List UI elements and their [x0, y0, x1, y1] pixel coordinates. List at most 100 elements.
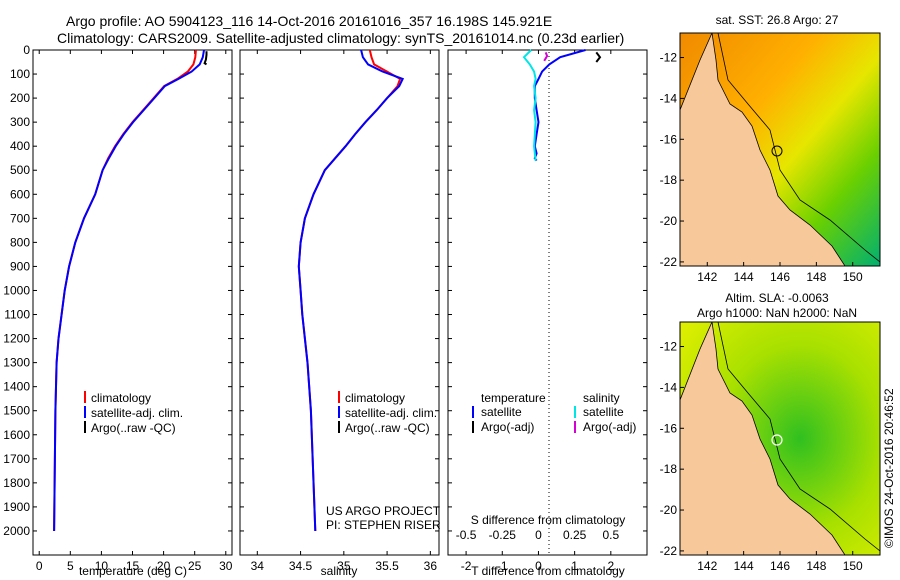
difference-legend: temperature salinity satellite Argo(-adj…: [472, 391, 636, 434]
depth-tick-label: 800: [10, 235, 30, 249]
map-y-tick-label: -18: [660, 173, 678, 187]
difference-series-line: [533, 49, 586, 162]
depth-tick-label: 500: [10, 163, 30, 177]
sla-float-marker: [771, 434, 783, 446]
series-line: [203, 51, 208, 66]
x-tick-label: 0: [535, 559, 542, 573]
depth-tick-label: 1300: [3, 356, 30, 370]
salinity-plot-frame: [239, 49, 440, 556]
salinity-axis-label: salinity: [321, 564, 358, 578]
difference-depth-ticks: [448, 49, 647, 532]
x-tick-label: 2: [607, 559, 614, 573]
difference-series-line: [522, 49, 537, 161]
depth-tick-label: 1800: [3, 476, 30, 490]
series-line: [297, 49, 405, 532]
x-tick-label: 15: [126, 559, 140, 573]
depth-tick-label: 2000: [3, 524, 30, 538]
difference-panel: -2 -1 0 1 2 -0.5 -0.25 0 0.25 0.5 S difference fr…: [447, 49, 648, 578]
figure-title-line2: Climatology: CARS2009. Satellite-adjuste…: [57, 30, 624, 46]
temperature-profiles: [53, 49, 208, 532]
depth-tick-label: 600: [10, 187, 30, 201]
map-y-tick-label: -18: [660, 462, 678, 476]
x-tick-label: -2: [461, 559, 472, 573]
map-y-tick-label: -14: [660, 91, 678, 105]
legend-satellite-label: satellite-adj. clim.: [91, 406, 183, 420]
x-tick-label: 5: [67, 559, 74, 573]
depth-tick-label: 1900: [3, 500, 30, 514]
map-x-tick-label: 148: [806, 559, 826, 573]
t-difference-label: T difference from climatology: [471, 564, 625, 578]
map-y-tick-label: -12: [660, 340, 678, 354]
map-x-tick-label: 150: [843, 559, 863, 573]
legend-argo-label: Argo(..raw -QC): [91, 421, 176, 435]
temperature-depth-axis: 0 100 200 300 400 500 600 700 800 900 1000 1100 1200…: [3, 43, 232, 538]
salinity-panel: 34 34.5 35 35.5 36 salinity climatology sate…: [239, 49, 441, 578]
x-tick-label: 35.5: [375, 559, 399, 573]
s-tick-label: 0: [535, 528, 542, 542]
difference-plot-frame: [447, 49, 648, 556]
sla-map-axes: 142 144 146 148 150 -12 -14 -16 -18 -20 -22: [660, 340, 863, 573]
depth-tick-label: 900: [10, 259, 30, 273]
x-tick-label: 0: [36, 559, 43, 573]
series-line: [53, 49, 205, 532]
series-line: [297, 49, 402, 532]
temperature-axis-label: temperature (deg C): [79, 564, 187, 578]
x-tick-label: 34.5: [289, 559, 313, 573]
depth-tick-label: 400: [10, 139, 30, 153]
map-y-tick-label: -16: [660, 421, 678, 435]
s-tick-label: 0.25: [563, 528, 587, 542]
salinity-legend: climatology satellite-adj. clim. Argo(..…: [338, 391, 437, 435]
sla-map-title-line2: Argo h1000: NaN h2000: NaN: [697, 306, 857, 320]
legend-t-satellite-label: satellite: [481, 405, 522, 419]
x-tick-label: 30: [219, 559, 233, 573]
map-y-tick-label: -22: [660, 255, 678, 269]
sst-map-panel: sat. SST: 26.8 Argo: 27 142 144 146 148 150 -…: [660, 13, 881, 284]
map-y-tick-label: -16: [660, 132, 678, 146]
legend-t-argo-label: Argo(-adj): [481, 420, 534, 434]
depth-tick-label: 1200: [3, 332, 30, 346]
map-y-tick-label: -20: [660, 503, 678, 517]
x-tick-label: -1: [497, 559, 508, 573]
temperature-legend: climatology satellite-adj. clim. Argo(..…: [84, 391, 183, 435]
legend-argo-label: Argo(..raw -QC): [345, 421, 430, 435]
depth-tick-label: 1000: [3, 283, 30, 297]
series-line: [53, 49, 197, 532]
difference-profiles: [522, 49, 602, 162]
depth-tick-label: 1400: [3, 380, 30, 394]
map-y-tick-label: -12: [660, 51, 678, 65]
s-tick-label: -0.5: [456, 528, 477, 542]
x-tick-label: 20: [157, 559, 171, 573]
project-note-line1: US ARGO PROJECT: [326, 504, 441, 518]
map-x-tick-label: 142: [697, 559, 717, 573]
x-tick-label: 10: [95, 559, 109, 573]
legend-s-argo-label: Argo(-adj): [583, 420, 636, 434]
map-x-tick-label: 142: [697, 270, 717, 284]
s-tick-label: -0.25: [489, 528, 517, 542]
temperature-panel: 0100200300400500600700800900100011001200…: [3, 43, 232, 578]
x-tick-label: 1: [571, 559, 578, 573]
legend-climatology-label: climatology: [91, 391, 151, 405]
depth-tick-label: 1500: [3, 404, 30, 418]
sla-map-title-line1: Altim. SLA: -0.0063: [725, 291, 829, 305]
map-x-tick-label: 144: [734, 270, 754, 284]
x-tick-label: 35: [337, 559, 351, 573]
depth-tick-label: 1700: [3, 452, 30, 466]
side-stamp: ©IMOS 24-Oct-2016 20:46:52: [882, 388, 896, 548]
salinity-profiles: [297, 49, 405, 532]
difference-x-axis: -2 -1 0 1 2 -0.5 -0.25 0 0.25 0.5: [456, 50, 619, 573]
depth-tick-label: 100: [10, 67, 30, 81]
map-x-tick-label: 144: [734, 559, 754, 573]
map-y-tick-label: -14: [660, 380, 678, 394]
map-y-tick-label: -20: [660, 214, 678, 228]
depth-tick-label: 700: [10, 211, 30, 225]
salinity-depth-ticks: [240, 49, 439, 532]
difference-series-line: [543, 52, 549, 62]
legend-climatology-label: climatology: [345, 391, 405, 405]
sla-map-panel: Altim. SLA: -0.0063 Argo h1000: NaN h200…: [660, 291, 881, 573]
map-y-tick-label: -22: [660, 544, 678, 558]
sst-map-axes: 142 144 146 148 150 -12 -14 -16 -18 -20 -22: [660, 51, 863, 284]
difference-series-line: [595, 51, 602, 63]
figure-title-line1: Argo profile: AO 5904123_116 14-Oct-2016…: [66, 13, 552, 29]
sst-map-title: sat. SST: 26.8 Argo: 27: [716, 13, 839, 27]
legend-s-satellite-label: satellite: [583, 405, 624, 419]
